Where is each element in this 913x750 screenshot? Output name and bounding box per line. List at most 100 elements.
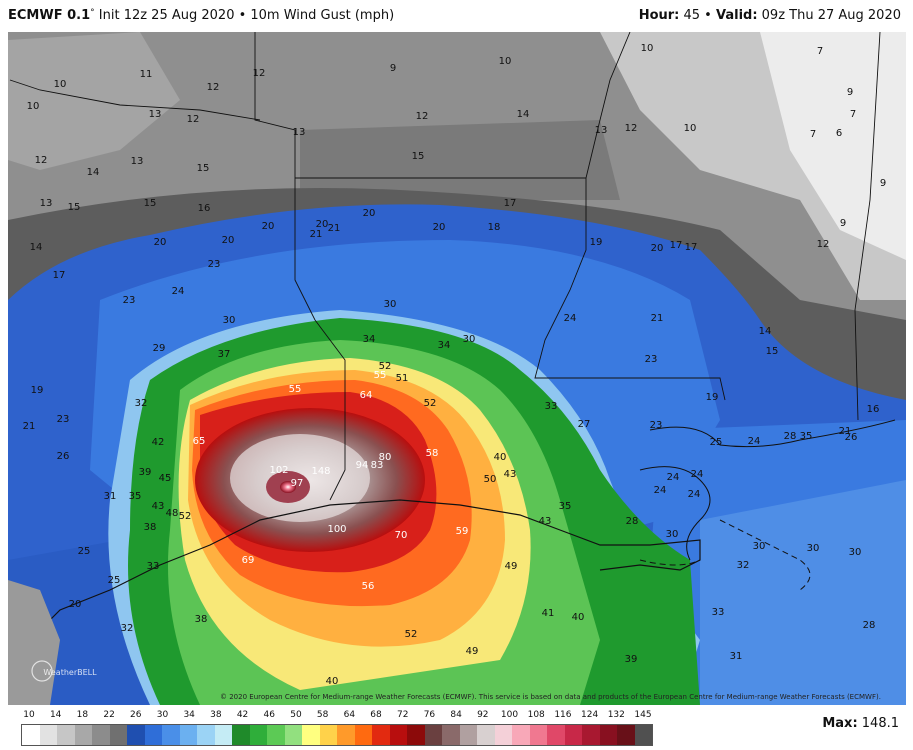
wind-value-label: 49 bbox=[505, 561, 518, 572]
wind-value-label: 20 bbox=[363, 208, 376, 219]
wind-value-label: 102 bbox=[269, 465, 288, 476]
wind-value-label: 59 bbox=[456, 526, 469, 537]
wind-value-label: 23 bbox=[645, 354, 658, 365]
wind-value-label: 21 bbox=[328, 223, 341, 234]
wind-value-label: 25 bbox=[710, 437, 723, 448]
legend-swatch bbox=[564, 725, 582, 745]
wind-value-label: 19 bbox=[31, 385, 44, 396]
legend-tick-label: 68 bbox=[370, 710, 382, 720]
model-name: ECMWF 0.1 bbox=[8, 8, 91, 23]
title: ECMWF 0.1° Init 12z 25 Aug 2020 • 10m Wi… bbox=[8, 8, 394, 23]
wind-value-label: 12 bbox=[625, 123, 638, 134]
wind-value-label: 9 bbox=[840, 218, 846, 229]
legend-swatch bbox=[267, 725, 285, 745]
wind-value-label: 35 bbox=[800, 431, 813, 442]
wind-value-label: 6 bbox=[836, 128, 842, 139]
wind-value-label: 21 bbox=[839, 426, 852, 437]
wind-value-label: 40 bbox=[572, 612, 585, 623]
wind-value-label: 10 bbox=[27, 101, 40, 112]
wind-value-label: 20 bbox=[651, 243, 664, 254]
wind-value-label: 9 bbox=[847, 87, 853, 98]
wind-value-label: 28 bbox=[626, 516, 639, 527]
max-label: Max: bbox=[822, 716, 858, 731]
legend-swatch bbox=[214, 725, 232, 745]
legend-swatch bbox=[389, 725, 407, 745]
wind-value-label: 55 bbox=[289, 384, 302, 395]
legend-tick-label: 116 bbox=[554, 710, 572, 720]
legend-tick-label: 58 bbox=[316, 710, 329, 720]
legend-tick-label: 124 bbox=[581, 710, 599, 720]
wind-value-label: 14 bbox=[517, 109, 530, 120]
wind-value-label: 17 bbox=[53, 270, 66, 281]
wind-value-label: 15 bbox=[144, 198, 157, 209]
wind-value-label: 7 bbox=[850, 109, 856, 120]
wind-value-label: 45 bbox=[159, 473, 172, 484]
wind-value-label: 30 bbox=[753, 541, 766, 552]
wind-value-label: 20 bbox=[222, 235, 235, 246]
legend-tick-label: 42 bbox=[236, 710, 249, 720]
wind-value-label: 26 bbox=[57, 451, 70, 462]
legend-swatch bbox=[372, 725, 390, 745]
legend-swatch bbox=[424, 725, 442, 745]
legend-swatch bbox=[179, 725, 197, 745]
valid-value: 09z Thu 27 Aug 2020 bbox=[757, 8, 901, 23]
wind-value-label: 97 bbox=[291, 478, 304, 489]
wind-value-label: 20 bbox=[316, 219, 329, 230]
legend-tick-label: 46 bbox=[263, 710, 275, 720]
legend-swatch bbox=[57, 725, 75, 745]
wind-value-label: 43 bbox=[504, 469, 517, 480]
legend-swatch bbox=[634, 725, 652, 745]
wind-value-label: 12 bbox=[817, 239, 830, 250]
legend-swatch bbox=[197, 725, 215, 745]
hour-label: Hour: bbox=[638, 8, 680, 23]
wind-value-label: 33 bbox=[545, 401, 558, 412]
wind-value-label: 33 bbox=[147, 561, 160, 572]
wind-value-label: 14 bbox=[87, 167, 100, 178]
legend-swatch bbox=[599, 725, 617, 745]
wind-value-label: 12 bbox=[207, 82, 220, 93]
wind-value-label: 39 bbox=[625, 654, 638, 665]
wind-value-label: 23 bbox=[208, 259, 221, 270]
wind-value-label: 23 bbox=[123, 295, 136, 306]
legend-tick-label: 38 bbox=[210, 710, 222, 720]
wind-value-label: 30 bbox=[666, 529, 679, 540]
wind-value-label: 19 bbox=[706, 392, 719, 403]
wind-value-label: 7 bbox=[817, 46, 823, 57]
wind-value-label: 52 bbox=[179, 511, 192, 522]
wind-value-label: 24 bbox=[748, 436, 761, 447]
wind-value-label: 15 bbox=[197, 163, 210, 174]
wind-value-label: 51 bbox=[396, 373, 409, 384]
color-legend: 10 14 18 22 26 30 34 38 42 46 50 58 64 68 72 76 84 92 100 1… bbox=[21, 710, 653, 746]
wind-value-label: 15 bbox=[766, 346, 779, 357]
wind-value-label: 13 bbox=[131, 156, 144, 167]
legend-swatch bbox=[547, 725, 565, 745]
wind-value-label: 21 bbox=[651, 313, 664, 324]
wind-value-label: 12 bbox=[187, 114, 200, 125]
legend-tick-label: 100 bbox=[500, 710, 519, 720]
wind-value-label: 26 bbox=[845, 432, 858, 443]
valid-time: Hour: 45 • Valid: 09z Thu 27 Aug 2020 bbox=[639, 8, 901, 23]
legend-ticks: 10 14 18 22 26 30 34 38 42 46 50 58 64 68 72 76 84 92 100 1… bbox=[21, 710, 651, 723]
wind-value-label: 30 bbox=[807, 543, 820, 554]
legend-swatch bbox=[127, 725, 145, 745]
wind-value-label: 9 bbox=[390, 63, 396, 74]
legend-swatch bbox=[354, 725, 372, 745]
wind-value-label: 56 bbox=[362, 581, 375, 592]
wind-value-label: 18 bbox=[488, 222, 501, 233]
logo-text: WeatherBELL bbox=[43, 668, 97, 677]
legend-swatch bbox=[92, 725, 110, 745]
legend-tick-label: 34 bbox=[183, 710, 195, 720]
legend-swatch bbox=[144, 725, 162, 745]
wind-value-label: 35 bbox=[559, 501, 572, 512]
wind-gust-map[interactable]: 10 11 12 12 9 10 10 7 10 13 12 13 12 14 13 12 10 9 7 7 6 12 14… bbox=[8, 32, 906, 705]
wind-value-label: 34 bbox=[438, 340, 451, 351]
legend-tick-label: 30 bbox=[156, 710, 169, 720]
wind-value-label: 28 bbox=[863, 620, 876, 631]
wind-value-label: 58 bbox=[426, 448, 439, 459]
wind-value-label: 20 bbox=[154, 237, 167, 248]
wind-value-label: 31 bbox=[104, 491, 117, 502]
legend-swatch bbox=[284, 725, 302, 745]
wind-value-label: 13 bbox=[293, 127, 306, 138]
